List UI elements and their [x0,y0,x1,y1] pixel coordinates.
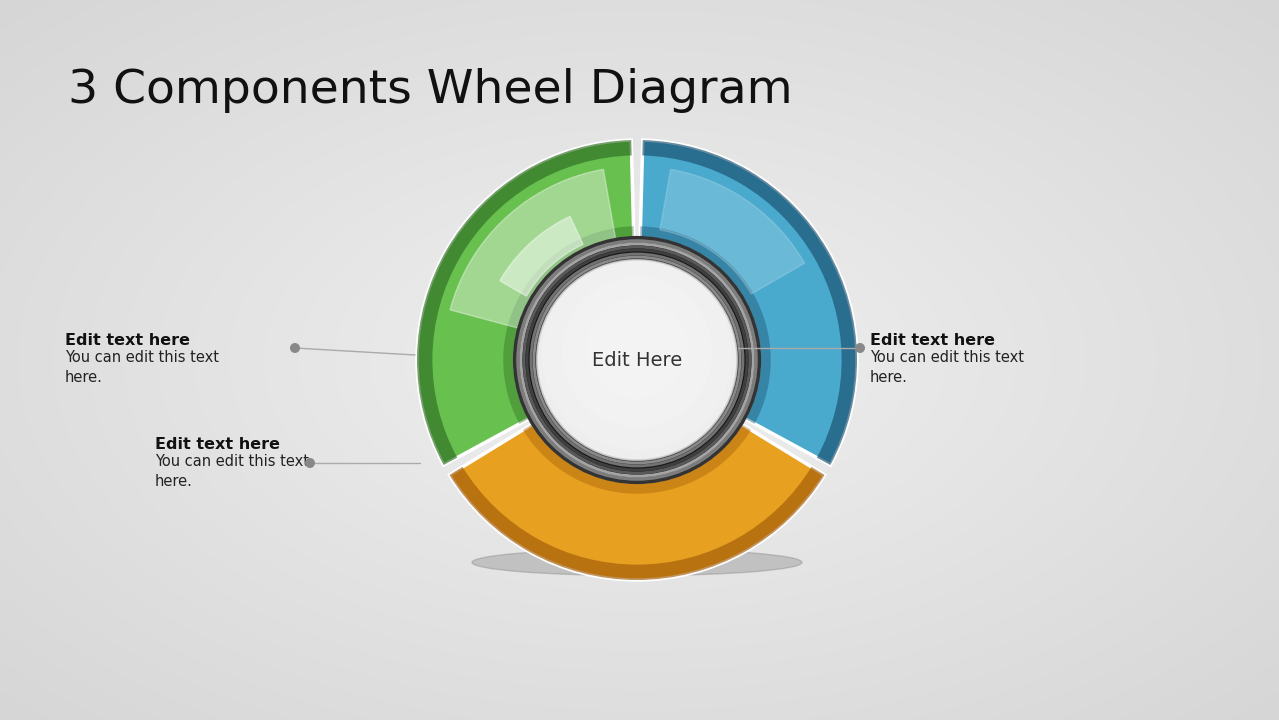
Circle shape [290,343,301,353]
Wedge shape [523,424,751,494]
Text: Edit Here: Edit Here [592,351,682,369]
Text: Edit text here: Edit text here [870,333,995,348]
Wedge shape [417,140,634,465]
Wedge shape [449,467,825,580]
Text: You can edit this text
here.: You can edit this text here. [155,454,310,490]
Wedge shape [641,140,857,465]
Wedge shape [642,140,857,465]
Text: Edit text here: Edit text here [155,437,280,452]
Circle shape [515,238,758,482]
Polygon shape [660,169,804,294]
Circle shape [854,343,865,353]
Wedge shape [417,140,632,465]
Ellipse shape [472,549,802,575]
Circle shape [561,277,712,427]
Wedge shape [503,226,634,424]
Text: You can edit this text
here.: You can edit this text here. [870,350,1024,385]
Circle shape [542,260,732,450]
Text: Edit text here: Edit text here [65,333,191,348]
Wedge shape [449,424,825,580]
Polygon shape [450,169,616,329]
Wedge shape [641,226,771,424]
Circle shape [587,298,687,398]
Text: 3 Components Wheel Diagram: 3 Components Wheel Diagram [68,68,793,113]
Text: You can edit this text
here.: You can edit this text here. [65,350,219,385]
Circle shape [537,260,737,460]
Circle shape [304,458,315,468]
Polygon shape [500,217,583,296]
